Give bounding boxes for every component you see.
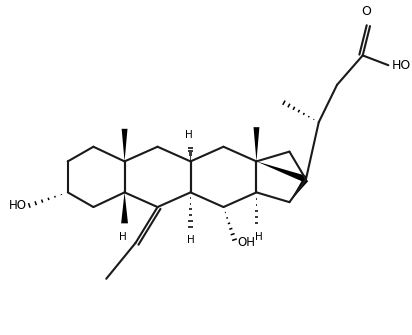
Text: H: H [255, 232, 262, 242]
Text: H: H [187, 236, 194, 246]
Polygon shape [290, 178, 308, 202]
Polygon shape [253, 127, 260, 161]
Text: OH: OH [237, 236, 255, 249]
Text: HO: HO [391, 59, 410, 72]
Polygon shape [121, 192, 128, 223]
Text: O: O [361, 5, 371, 18]
Text: H: H [119, 232, 126, 242]
Text: HO: HO [8, 199, 26, 212]
Polygon shape [122, 129, 127, 161]
Text: H: H [185, 130, 192, 140]
Polygon shape [256, 161, 307, 183]
